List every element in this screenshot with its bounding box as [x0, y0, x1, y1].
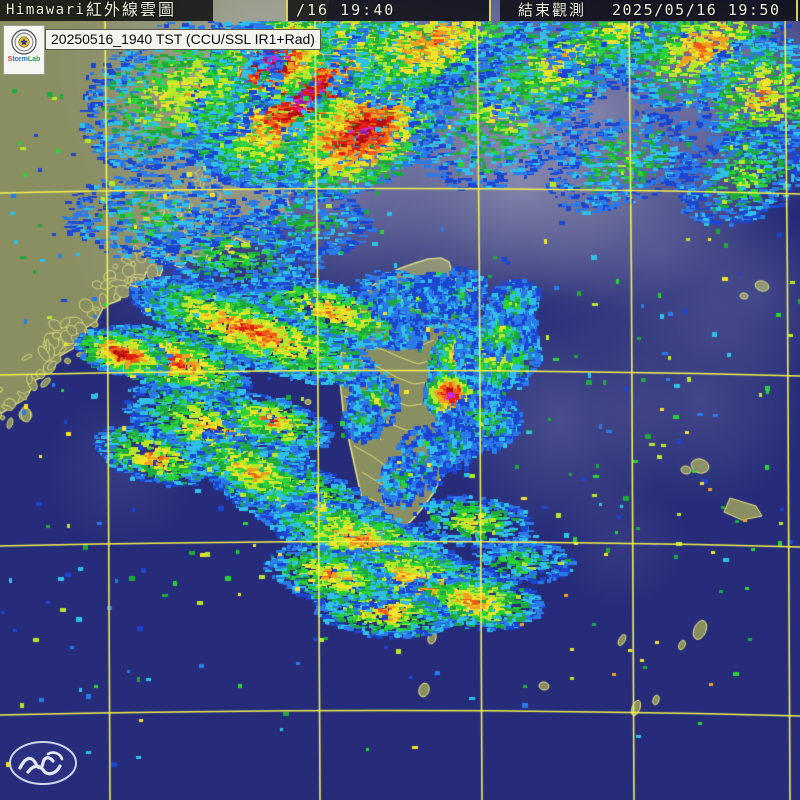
cwa-seal-icon — [11, 29, 37, 55]
agency-logo-card[interactable]: StormLab — [3, 25, 45, 75]
lab-wordmark: StormLab — [8, 56, 41, 64]
wave-swirl-icon[interactable] — [8, 738, 78, 788]
image-info-text: 20250516_1940 TST (CCU/SSL IR1+Rad) — [51, 31, 315, 47]
lab-wordmark-part1: S — [7, 56, 13, 63]
lab-wordmark-part3: Lab — [27, 56, 41, 63]
image-info-label: 20250516_1940 TST (CCU/SSL IR1+Rad) — [45, 29, 321, 50]
lab-wordmark-part2: torm — [12, 56, 28, 63]
